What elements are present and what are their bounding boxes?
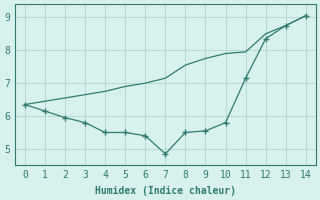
X-axis label: Humidex (Indice chaleur): Humidex (Indice chaleur) (95, 186, 236, 196)
